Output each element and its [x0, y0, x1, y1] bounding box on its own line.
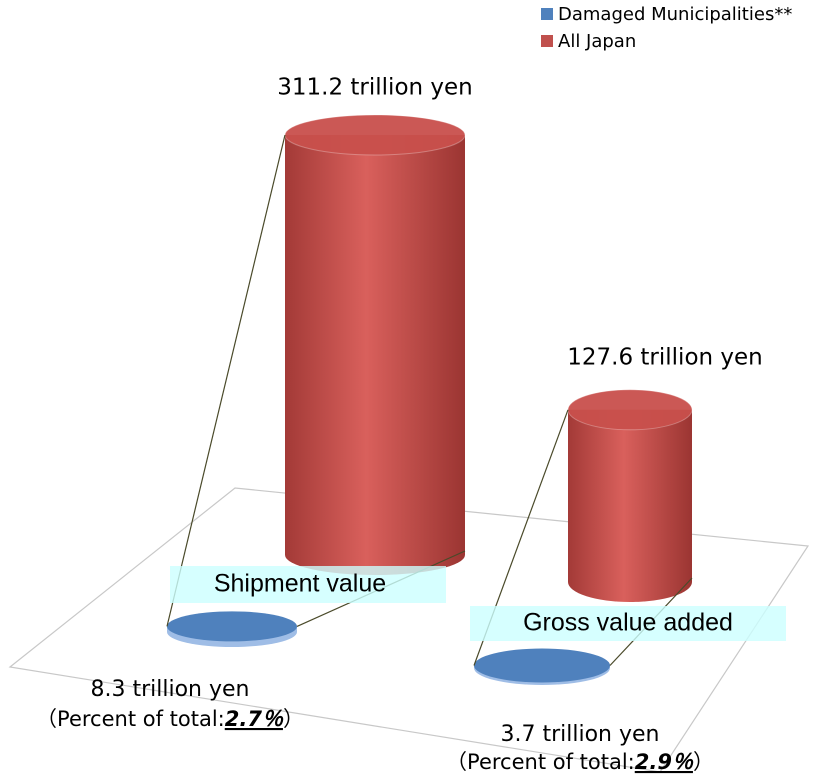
category-box: [470, 606, 786, 641]
legend-label: Damaged Municipalities**: [558, 4, 792, 25]
percent-open: （Percent of total:: [446, 750, 635, 774]
legend-swatch: [541, 35, 553, 47]
legend-swatch: [541, 8, 553, 20]
percent-label: （Percent of total:2.9％）: [446, 750, 714, 774]
disc-top: [167, 611, 297, 642]
category-label: Shipment value: [214, 570, 386, 598]
percent-label: （Percent of total:2.7％）: [36, 707, 304, 731]
value-label: 127.6 trillion yen: [567, 345, 763, 371]
floor: [8, 487, 810, 773]
cylinder-top: [284, 114, 466, 156]
percent-value: 2.7％: [225, 707, 284, 731]
category-box: [170, 566, 446, 603]
value-label: 8.3 trillion yen: [91, 677, 250, 702]
legend-label: All Japan: [558, 31, 636, 52]
disc-top: [474, 648, 610, 683]
legend: Damaged Municipalities** All Japan: [541, 4, 792, 52]
connector: [166, 134, 286, 627]
value-label: 3.7 trillion yen: [501, 722, 660, 747]
percent-close: ）: [693, 750, 714, 774]
cylinder-top: [567, 389, 693, 431]
value-label: 311.2 trillion yen: [277, 75, 473, 101]
percent-close: ）: [283, 707, 304, 731]
cylinder: [568, 409, 692, 602]
category-label: Gross value added: [523, 609, 733, 637]
percent-open: （Percent of total:: [36, 707, 225, 731]
percent-value: 2.9％: [635, 750, 694, 774]
cylinder: [285, 135, 465, 575]
